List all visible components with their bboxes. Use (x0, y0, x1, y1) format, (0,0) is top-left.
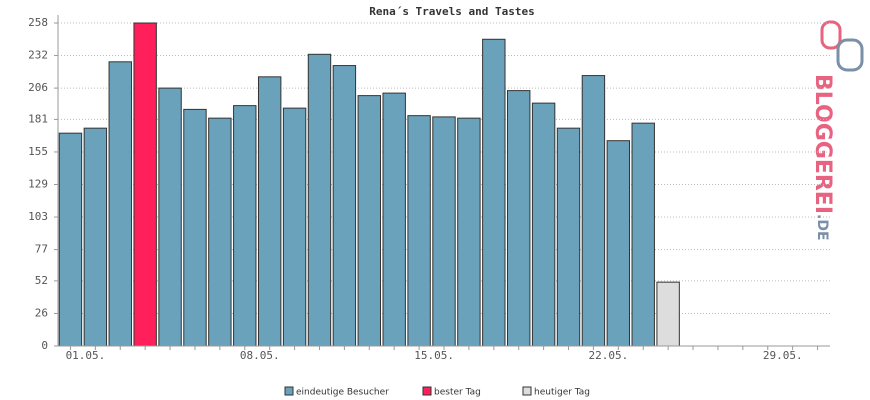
bar (382, 92, 406, 347)
y-tick-label: 0 (41, 339, 48, 352)
y-tick-label: 26 (35, 306, 48, 319)
bar (233, 105, 257, 347)
bar (158, 87, 182, 347)
bar (531, 102, 556, 347)
y-tick-label: 129 (28, 178, 48, 191)
bar (407, 115, 431, 347)
x-tick-label: 29.05. (763, 349, 803, 362)
x-tick-label: 15.05. (414, 349, 454, 362)
bar (457, 117, 481, 347)
y-tick-label: 232 (28, 49, 48, 62)
bar (656, 281, 680, 347)
y-tick-label: 77 (35, 243, 48, 256)
y-tick-label: 258 (28, 16, 48, 29)
logo-suffix: .DE (814, 214, 830, 241)
bar (606, 140, 631, 347)
bar (108, 61, 132, 347)
bar (357, 95, 381, 347)
bar (482, 38, 506, 347)
legend-label: heutiger Tag (534, 388, 590, 398)
bar (432, 116, 456, 347)
y-tick-label: 103 (28, 210, 48, 223)
legend-swatch (422, 386, 432, 396)
logo: BLOGGEREI.DE (810, 20, 864, 241)
legend-swatch (284, 386, 294, 396)
bar (58, 132, 83, 347)
bar (183, 108, 207, 347)
bar (282, 107, 307, 347)
bar (332, 65, 357, 347)
chart-title: Rena´s Travels and Tastes (369, 5, 535, 18)
bar (507, 90, 531, 347)
legend-label: eindeutige Besucher (296, 388, 389, 398)
logo-icon (820, 20, 842, 50)
bar (581, 75, 606, 347)
logo-text: BLOGGEREI.DE (810, 74, 835, 241)
logo-name: BLOGGEREI (810, 74, 835, 214)
logo-icon (836, 38, 864, 72)
y-tick-label: 206 (28, 81, 48, 94)
y-tick-label: 181 (28, 112, 48, 125)
x-tick-label: 01.05. (66, 349, 106, 362)
legend-label: bester Tag (434, 388, 481, 398)
bar (83, 127, 108, 347)
y-tick-label: 52 (35, 274, 48, 287)
bar (133, 22, 157, 347)
y-tick-label: 155 (28, 145, 48, 158)
x-tick-label: 22.05. (589, 349, 629, 362)
bar (307, 53, 332, 347)
bar (257, 76, 282, 347)
x-tick-label: 08.05. (240, 349, 280, 362)
bar (631, 122, 655, 347)
bar (556, 127, 581, 347)
legend-swatch (522, 386, 532, 396)
bar (208, 117, 232, 347)
